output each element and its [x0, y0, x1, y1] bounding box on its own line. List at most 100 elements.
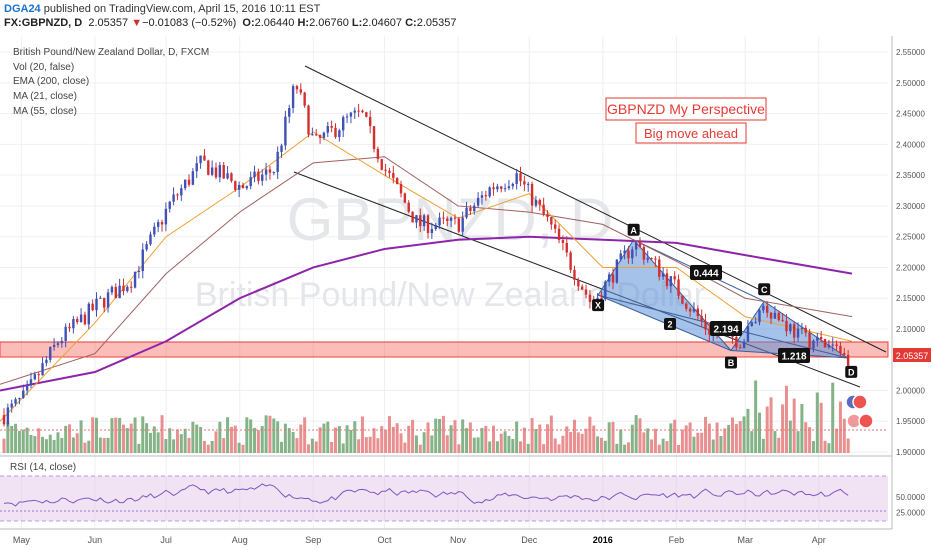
- volume-bar: [684, 425, 688, 453]
- legend-item: Vol (20, false): [13, 62, 74, 73]
- volume-bar: [769, 397, 773, 453]
- time-axis[interactable]: May Jun Jul Aug Sep Oct Nov Dec 2016 Feb Mar Apr: [13, 535, 826, 545]
- candle-body: [627, 250, 630, 259]
- candle-body: [342, 117, 345, 131]
- candle-body: [203, 155, 206, 161]
- volume-bar: [742, 416, 746, 453]
- candle-body: [83, 314, 87, 325]
- close-value: 2.05357: [416, 17, 457, 29]
- volume-bar: [607, 422, 611, 453]
- volume-bars: [2, 380, 850, 453]
- rsi-band: [0, 476, 888, 521]
- volume-bar: [495, 441, 499, 453]
- candle-body: [615, 259, 619, 283]
- annotation-boxes[interactable]: GBPNZD My Perspective Big move ahead: [605, 97, 767, 144]
- volume-bar: [372, 428, 376, 453]
- volume-bar: [341, 443, 345, 453]
- candle-body: [149, 234, 152, 245]
- volume-bar: [680, 429, 684, 453]
- candle-body: [33, 374, 37, 380]
- candle-body: [133, 271, 137, 288]
- candle-body: [704, 320, 707, 330]
- candle-body: [538, 199, 541, 205]
- candle-body: [816, 337, 819, 341]
- close-label: C:: [405, 17, 417, 29]
- candle-body: [446, 218, 449, 221]
- author-name[interactable]: DGA24: [4, 3, 41, 15]
- candle-body: [118, 285, 121, 299]
- volume-bar: [241, 444, 245, 453]
- ma-21-line: [0, 131, 853, 422]
- volume-bar: [503, 431, 507, 453]
- annotation-box-move[interactable]: [635, 122, 747, 144]
- volume-bar: [357, 439, 361, 453]
- event-icon[interactable]: [858, 413, 874, 429]
- symbol-name[interactable]: FX:GBPNZD, D: [4, 17, 83, 29]
- channel-upper-line[interactable]: [304, 65, 887, 353]
- volume-bar: [75, 433, 79, 453]
- x-tick-label: May: [13, 535, 31, 545]
- candle-body: [461, 217, 464, 232]
- candle-body: [187, 179, 191, 185]
- volume-bar: [14, 423, 18, 453]
- pattern-point-label: D: [848, 367, 855, 377]
- candle-body: [623, 250, 626, 254]
- volume-bar: [164, 439, 168, 453]
- volume-bar: [95, 417, 99, 453]
- candle-body: [60, 340, 64, 344]
- volume-bar: [214, 431, 218, 453]
- annotation-box-perspective[interactable]: [605, 97, 767, 121]
- volume-bar: [688, 422, 692, 453]
- volume-bar: [264, 415, 268, 453]
- volume-bar: [353, 421, 357, 453]
- volume-bar: [280, 441, 284, 453]
- volume-bar: [511, 439, 515, 453]
- candle-body: [777, 312, 780, 321]
- volume-bar: [634, 415, 638, 453]
- rsi-pane[interactable]: RSI (14, close): [0, 462, 888, 522]
- volume-bar: [792, 398, 796, 453]
- price-axis[interactable]: 2.55000 2.50000 2.45000 2.40000 2.35000 2.300…: [891, 36, 925, 529]
- volume-bar: [777, 437, 781, 453]
- volume-bar: [519, 441, 523, 453]
- volume-bar: [626, 442, 630, 453]
- volume-bar: [160, 415, 164, 453]
- candle-body: [812, 340, 815, 349]
- volume-bar: [815, 392, 819, 453]
- volume-bar: [395, 423, 399, 453]
- volume-bar: [283, 423, 287, 453]
- volume-bar: [91, 417, 95, 453]
- pattern-point-badge: [845, 365, 858, 378]
- candle-body: [210, 167, 214, 175]
- volume-bar: [114, 417, 118, 453]
- volume-bar: [253, 427, 257, 453]
- volume-bar: [434, 418, 438, 453]
- candle-body: [708, 329, 711, 335]
- candle-body: [87, 303, 90, 325]
- candle-body: [249, 177, 252, 187]
- candle-body: [95, 298, 98, 311]
- event-icons[interactable]: [845, 394, 874, 429]
- candle-body: [573, 269, 576, 280]
- volume-bar: [314, 441, 318, 453]
- event-icon[interactable]: [852, 394, 868, 410]
- volume-bar: [630, 424, 634, 453]
- candle-body: [357, 110, 360, 112]
- fib-ratio-label: 1.218: [781, 352, 806, 363]
- volume-bar: [553, 438, 557, 453]
- candle-body: [29, 379, 33, 386]
- candle-body: [658, 259, 661, 277]
- fib-ratio-label: 2.194: [713, 325, 738, 336]
- volume-bar: [218, 421, 222, 453]
- candle-body: [557, 228, 561, 241]
- candle-body: [792, 324, 796, 338]
- candle-body: [492, 187, 495, 190]
- volume-bar: [299, 424, 303, 453]
- candle-body: [584, 289, 588, 295]
- volume-bar: [757, 412, 761, 453]
- y-tick-label: 2.25000: [896, 233, 925, 242]
- candle-body: [773, 312, 777, 319]
- candle-body: [272, 171, 276, 173]
- candle-body: [141, 249, 144, 272]
